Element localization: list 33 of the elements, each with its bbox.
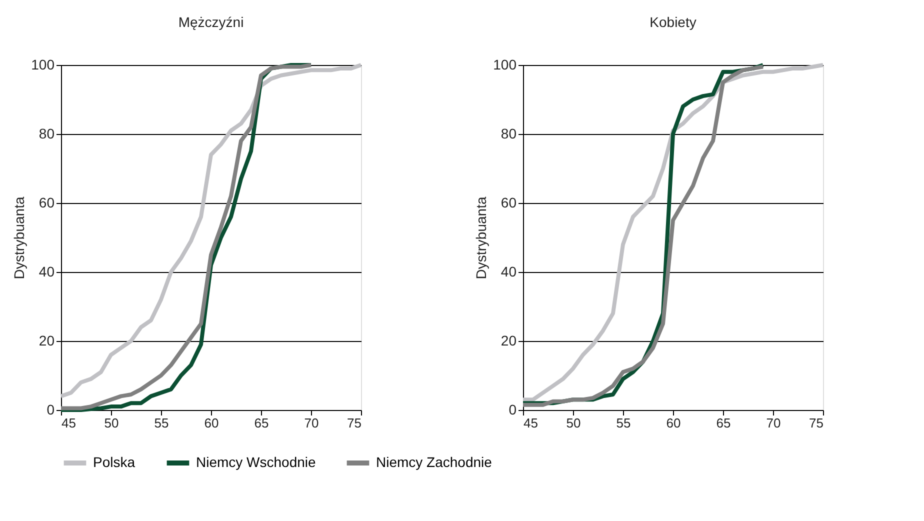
x-tick-label: 65 [716, 416, 731, 430]
y-tick-label: 0 [508, 402, 517, 418]
chart-title: Kobiety [650, 14, 696, 30]
x-tick-label: 75 [347, 416, 362, 430]
x-tick-label: 65 [254, 416, 269, 430]
x-tick-label: 70 [304, 416, 319, 430]
legend-label: Niemcy Zachodnie [376, 454, 492, 470]
y-tick-label: 60 [38, 194, 55, 210]
y-tick-label: 100 [493, 56, 517, 72]
x-tick-label: 55 [154, 416, 169, 430]
chart-title: Mężczyźni [178, 14, 244, 30]
x-tick-label: 60 [204, 416, 219, 430]
y-axis-title: Dystrybuanta [11, 196, 28, 280]
legend-label: Polska [93, 454, 136, 470]
y-tick-label: 100 [31, 56, 55, 72]
x-tick-label: 45 [524, 416, 538, 430]
y-tick-label: 20 [500, 332, 517, 348]
y-tick-label: 40 [500, 264, 517, 280]
x-tick-label: 55 [616, 416, 631, 430]
y-tick-label: 0 [46, 402, 55, 418]
y-tick-label: 20 [38, 332, 55, 348]
y-tick-label: 60 [500, 194, 517, 210]
x-tick-label: 50 [104, 416, 119, 430]
y-axis-title: Dystrybuanta [473, 196, 490, 280]
x-tick-label: 60 [666, 416, 681, 430]
legend-label: Niemcy Wschodnie [196, 454, 316, 470]
y-tick-label: 80 [38, 126, 55, 142]
x-tick-label: 70 [766, 416, 781, 430]
x-tick-label: 45 [62, 416, 76, 430]
y-tick-label: 80 [500, 126, 517, 142]
x-tick-label: 75 [809, 416, 824, 430]
y-tick-label: 40 [38, 264, 55, 280]
x-tick-label: 50 [566, 416, 581, 430]
